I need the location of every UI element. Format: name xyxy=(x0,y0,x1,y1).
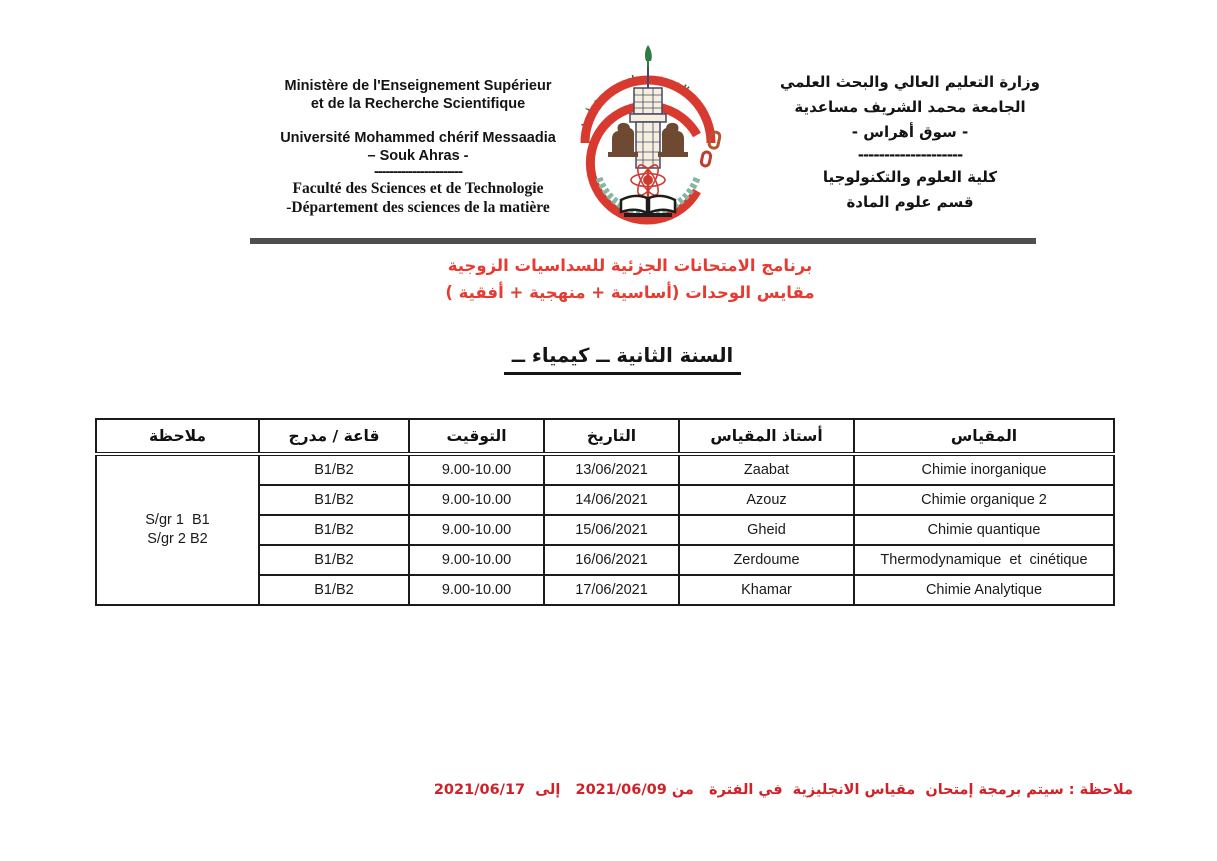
time-cell: 9.00-10.00 xyxy=(408,574,545,606)
university-seal-icon: جامعة محمد الشريف مساعدية سوق أهراس xyxy=(579,45,722,225)
header-divider xyxy=(250,238,1036,244)
date-cell: 17/06/2021 xyxy=(543,574,680,606)
city-fr: – Souk Ahras - xyxy=(367,147,469,164)
tree-icon xyxy=(644,45,652,67)
col-header-date: التاريخ xyxy=(543,418,680,456)
ministry-line-ar: وزارة التعليم العالي والبحث العلمي xyxy=(779,73,1041,91)
year-heading: السنة الثانية ــ كيمياء ــ xyxy=(503,344,742,375)
module-cell: Chimie inorganique xyxy=(853,453,1115,486)
faculty-fr: Faculté des Sciences et de Technologie xyxy=(292,180,544,197)
minaret-icon xyxy=(629,67,667,169)
teacher-cell: Gheid xyxy=(678,514,855,546)
exam-program-title-line1: برنامج الامتحانات الجزئية للسداسيات الزو… xyxy=(447,256,813,275)
time-cell: 9.00-10.00 xyxy=(408,544,545,576)
header-french-block: Ministère de l'Enseignement Supérieur et… xyxy=(248,78,588,217)
col-header-module: المقياس xyxy=(853,418,1115,456)
module-cell: Chimie Analytique xyxy=(853,574,1115,606)
divider-dashes-ar: -------------------- xyxy=(857,146,964,164)
teacher-cell: Zaabat xyxy=(678,453,855,486)
room-cell: B1/B2 xyxy=(258,574,410,606)
date-cell: 14/06/2021 xyxy=(543,484,680,516)
room-cell: B1/B2 xyxy=(258,514,410,546)
col-header-room: قاعة / مدرج xyxy=(258,418,410,456)
teacher-cell: Azouz xyxy=(678,484,855,516)
city-ar: - سوق أهراس - xyxy=(851,123,969,141)
university-seal-logo: جامعة محمد الشريف مساعدية سوق أهراس xyxy=(572,40,724,238)
exam-program-title: برنامج الامتحانات الجزئية للسداسيات الزو… xyxy=(430,252,830,306)
col-header-teacher: أستاذ المقياس xyxy=(678,418,855,456)
note-cell: S/gr 1 B1 S/gr 2 B2 xyxy=(95,453,260,606)
teacher-cell: Khamar xyxy=(678,574,855,606)
time-cell: 9.00-10.00 xyxy=(408,514,545,546)
date-cell: 15/06/2021 xyxy=(543,514,680,546)
exam-table-body: Chimie inorganique Zaabat 13/06/2021 9.00-1… xyxy=(95,453,1115,606)
header-arabic-block: وزارة التعليم العالي والبحث العلمي الجام… xyxy=(752,70,1068,215)
ministry-line-fr: Ministère de l'Enseignement Supérieur xyxy=(284,78,552,94)
atom-icon xyxy=(630,164,666,198)
date-cell: 16/06/2021 xyxy=(543,544,680,576)
col-header-time: التوقيت xyxy=(408,418,545,456)
date-cell: 13/06/2021 xyxy=(543,453,680,486)
table-row: Thermodynamique et cinétique Zerdoume 16/0… xyxy=(96,544,1115,576)
exam-schedule-table: المقياس أستاذ المقياس التاريخ التوقيت قا… xyxy=(95,418,1115,606)
divider-dashes-fr: ----------------------- xyxy=(373,164,463,180)
faculty-ar: كلية العلوم والتكنولوجيا xyxy=(822,168,998,186)
col-header-note: ملاحظة xyxy=(95,418,260,456)
university-name-fr: Université Mohammed chérif Messaadia xyxy=(280,130,556,146)
year-heading-wrap: السنة الثانية ــ كيمياء ــ xyxy=(14,344,1217,375)
university-name-ar: الجامعة محمد الشريف مساعدية xyxy=(794,98,1026,116)
ministry-line2-fr: et de la Recherche Scientifique xyxy=(310,95,526,112)
exam-program-title-line2: مقايس الوحدات (أساسية + منهجية + أفقية ) xyxy=(445,283,815,302)
room-cell: B1/B2 xyxy=(258,544,410,576)
time-cell: 9.00-10.00 xyxy=(408,484,545,516)
module-cell: Thermodynamique et cinétique xyxy=(853,544,1115,576)
table-row: Chimie organique 2 Azouz 14/06/2021 9.00-10… xyxy=(96,484,1115,516)
open-book-icon xyxy=(619,194,677,217)
table-row: Chimie quantique Gheid 15/06/2021 9.00-10.0… xyxy=(96,514,1115,546)
module-cell: Chimie quantique xyxy=(853,514,1115,546)
table-row: Chimie inorganique Zaabat 13/06/2021 9.00-1… xyxy=(95,453,1115,606)
lion-statues-icon xyxy=(608,122,688,157)
room-cell: B1/B2 xyxy=(258,484,410,516)
table-row: Chimie Analytique Khamar 17/06/2021 9.00-10… xyxy=(96,574,1115,606)
footer-note: ملاحظة : سيتم برمجة إمتحان مقياس الانجلي… xyxy=(433,782,1133,798)
table-header-row: المقياس أستاذ المقياس التاريخ التوقيت قا… xyxy=(95,418,1115,456)
teacher-cell: Zerdoume xyxy=(678,544,855,576)
time-cell: 9.00-10.00 xyxy=(408,453,545,486)
department-ar: قسم علوم المادة xyxy=(846,193,974,211)
room-cell: B1/B2 xyxy=(258,453,410,486)
module-cell: Chimie organique 2 xyxy=(853,484,1115,516)
department-fr: -Département des sciences de la matière xyxy=(286,199,550,216)
